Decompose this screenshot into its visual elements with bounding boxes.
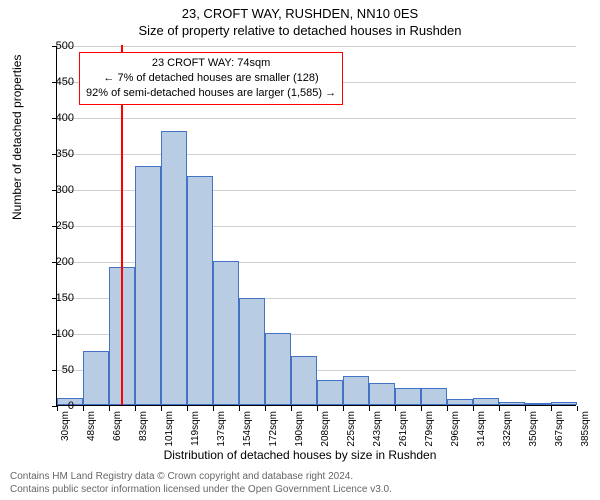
histogram-bar: [187, 176, 213, 405]
page-subtitle: Size of property relative to detached ho…: [0, 21, 600, 38]
x-tick-mark: [265, 406, 266, 411]
gridline: [57, 46, 576, 47]
chart-plot-area: 30sqm48sqm66sqm83sqm101sqm119sqm137sqm15…: [56, 46, 576, 406]
x-tick-mark: [317, 406, 318, 411]
y-tick-label: 250: [34, 220, 74, 232]
histogram-bar: [499, 402, 525, 405]
footer-line-1: Contains HM Land Registry data © Crown c…: [10, 471, 392, 484]
histogram-bar: [421, 388, 447, 405]
histogram-bar: [369, 383, 395, 405]
histogram-bar: [213, 261, 239, 405]
x-tick-label: 385sqm: [580, 411, 591, 447]
x-tick-mark: [343, 406, 344, 411]
x-tick-mark: [421, 406, 422, 411]
x-tick-label: 83sqm: [138, 411, 149, 441]
x-tick-mark: [109, 406, 110, 411]
x-tick-label: 350sqm: [528, 411, 539, 447]
x-tick-mark: [83, 406, 84, 411]
histogram-bar: [525, 403, 551, 405]
page-title: 23, CROFT WAY, RUSHDEN, NN10 0ES: [0, 0, 600, 21]
x-tick-label: 279sqm: [424, 411, 435, 447]
x-tick-label: 243sqm: [372, 411, 383, 447]
histogram-bar: [135, 166, 161, 405]
footer-line-2: Contains public sector information licen…: [10, 484, 392, 497]
x-tick-label: 208sqm: [320, 411, 331, 447]
histogram-bar: [265, 333, 291, 405]
x-tick-label: 314sqm: [476, 411, 487, 447]
histogram-bar: [161, 131, 187, 405]
y-tick-label: 300: [34, 184, 74, 196]
x-tick-label: 48sqm: [86, 411, 97, 441]
x-tick-mark: [187, 406, 188, 411]
x-tick-mark: [473, 406, 474, 411]
x-tick-label: 101sqm: [164, 411, 175, 447]
y-tick-label: 350: [34, 148, 74, 160]
histogram-bar: [473, 398, 499, 405]
chart-container: 23, CROFT WAY, RUSHDEN, NN10 0ES Size of…: [0, 0, 600, 500]
x-tick-label: 137sqm: [216, 411, 227, 447]
x-tick-mark: [447, 406, 448, 411]
y-tick-label: 400: [34, 112, 74, 124]
histogram-bar: [317, 380, 343, 405]
gridline: [57, 118, 576, 119]
y-tick-label: 500: [34, 40, 74, 52]
x-tick-label: 66sqm: [112, 411, 123, 441]
y-tick-label: 50: [34, 364, 74, 376]
x-tick-label: 119sqm: [190, 411, 201, 446]
x-tick-label: 261sqm: [398, 411, 409, 447]
footer-attribution: Contains HM Land Registry data © Crown c…: [10, 471, 392, 496]
annotation-line-2: ← 7% of detached houses are smaller (128…: [86, 71, 336, 86]
x-tick-mark: [499, 406, 500, 411]
y-tick-label: 200: [34, 256, 74, 268]
x-tick-label: 296sqm: [450, 411, 461, 447]
x-tick-mark: [291, 406, 292, 411]
x-tick-mark: [161, 406, 162, 411]
x-tick-mark: [213, 406, 214, 411]
histogram-bar: [551, 402, 577, 405]
y-axis-label: Number of detached properties: [10, 55, 24, 220]
histogram-bar: [395, 388, 421, 405]
histogram-bar: [83, 351, 109, 405]
histogram-bar: [291, 356, 317, 405]
y-tick-label: 100: [34, 328, 74, 340]
histogram-bar: [343, 376, 369, 405]
x-tick-label: 30sqm: [60, 411, 71, 441]
y-tick-label: 450: [34, 76, 74, 88]
x-tick-label: 154sqm: [242, 411, 253, 447]
x-tick-label: 172sqm: [268, 411, 279, 447]
x-tick-mark: [369, 406, 370, 411]
annotation-line-3: 92% of semi-detached houses are larger (…: [86, 86, 336, 101]
x-tick-label: 332sqm: [502, 411, 513, 447]
annotation-box: 23 CROFT WAY: 74sqm ← 7% of detached hou…: [79, 52, 343, 105]
gridline: [57, 154, 576, 155]
x-tick-label: 190sqm: [294, 411, 305, 447]
x-tick-mark: [577, 406, 578, 411]
histogram-bar: [239, 298, 265, 405]
x-tick-mark: [395, 406, 396, 411]
x-tick-mark: [135, 406, 136, 411]
y-tick-label: 150: [34, 292, 74, 304]
x-tick-label: 225sqm: [346, 411, 357, 447]
x-tick-mark: [551, 406, 552, 411]
annotation-line-1: 23 CROFT WAY: 74sqm: [86, 56, 336, 71]
x-tick-label: 367sqm: [554, 411, 565, 447]
x-tick-mark: [525, 406, 526, 411]
histogram-bar: [447, 399, 473, 405]
x-tick-mark: [239, 406, 240, 411]
x-axis-label: Distribution of detached houses by size …: [0, 448, 600, 462]
y-tick-label: 0: [34, 400, 74, 412]
